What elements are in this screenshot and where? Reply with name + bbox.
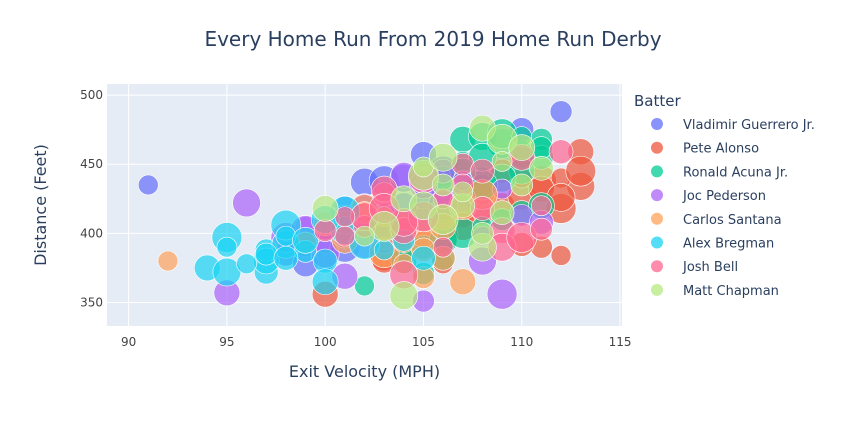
data-point[interactable]: [354, 275, 375, 297]
data-point[interactable]: [449, 268, 477, 296]
data-point[interactable]: [489, 200, 515, 225]
data-point[interactable]: [411, 245, 436, 271]
legend-marker[interactable]: [651, 165, 663, 178]
y-tick-label: 450: [80, 157, 103, 171]
data-point[interactable]: [373, 239, 395, 261]
data-point[interactable]: [471, 222, 494, 245]
legend-marker[interactable]: [651, 283, 663, 296]
legend-label[interactable]: Alex Bregman: [683, 237, 774, 252]
y-tick-label: 350: [80, 295, 103, 309]
data-point[interactable]: [232, 188, 261, 218]
x-tick-label: 115: [609, 335, 632, 349]
legend-label[interactable]: Joc Pederson: [682, 189, 766, 204]
x-tick-label: 110: [510, 335, 533, 349]
legend-label[interactable]: Vladimir Guerrero Jr.: [683, 118, 815, 133]
chart-title: Every Home Run From 2019 Home Run Derby: [204, 27, 661, 51]
data-point[interactable]: [311, 268, 339, 296]
data-point[interactable]: [157, 250, 179, 272]
legend-marker[interactable]: [651, 189, 663, 202]
x-axis-title: Exit Velocity (MPH): [289, 362, 440, 381]
data-point[interactable]: [292, 226, 319, 254]
legend-marker[interactable]: [651, 236, 663, 249]
tick-labels: 90 95 100 105 110 115 350 400 450 500: [80, 88, 631, 349]
data-point[interactable]: [510, 173, 534, 197]
x-tick-label: 100: [314, 335, 337, 349]
legend-title: Batter: [634, 92, 681, 110]
data-point[interactable]: [548, 139, 574, 165]
series-group: [311, 114, 554, 310]
legend-label[interactable]: Pete Alonso: [683, 142, 759, 157]
data-point[interactable]: [427, 204, 459, 235]
x-tick-label: 90: [121, 335, 136, 349]
data-point[interactable]: [354, 225, 375, 247]
legend-marker[interactable]: [651, 118, 663, 130]
legend-label[interactable]: Matt Chapman: [683, 284, 779, 299]
data-point[interactable]: [508, 134, 536, 161]
data-point[interactable]: [470, 158, 495, 184]
y-tick-label: 500: [80, 88, 103, 102]
data-point[interactable]: [216, 236, 238, 258]
data-point[interactable]: [531, 195, 552, 216]
x-tick-label: 95: [219, 335, 234, 349]
data-points: [137, 100, 597, 313]
data-point[interactable]: [530, 217, 553, 241]
data-point[interactable]: [273, 245, 299, 271]
data-point[interactable]: [389, 281, 419, 310]
legend-label[interactable]: Ronald Acuna Jr.: [683, 165, 788, 180]
data-point[interactable]: [236, 253, 257, 275]
data-point[interactable]: [491, 151, 513, 172]
data-point[interactable]: [432, 236, 454, 258]
data-point[interactable]: [311, 195, 339, 222]
data-point[interactable]: [549, 100, 573, 123]
data-point[interactable]: [565, 155, 597, 187]
data-point[interactable]: [486, 278, 518, 310]
legend-marker[interactable]: [651, 212, 663, 225]
x-tick-label: 105: [412, 335, 435, 349]
data-point[interactable]: [313, 219, 337, 242]
data-point[interactable]: [431, 173, 455, 197]
data-point[interactable]: [334, 225, 356, 247]
data-point[interactable]: [428, 142, 458, 172]
data-point[interactable]: [254, 242, 278, 266]
data-point[interactable]: [452, 181, 474, 203]
legend-label[interactable]: Josh Bell: [682, 260, 738, 275]
legend-label[interactable]: Carlos Santana: [683, 213, 782, 228]
legend-marker[interactable]: [651, 141, 663, 154]
y-axis-title: Distance (Feet): [31, 144, 50, 266]
data-point[interactable]: [368, 211, 400, 242]
legend-marker[interactable]: [651, 260, 663, 273]
y-tick-label: 400: [80, 226, 103, 240]
data-point[interactable]: [529, 156, 554, 181]
data-point[interactable]: [550, 245, 572, 266]
legend: Batter Vladimir Guerrero Jr. Pete Alonso R…: [634, 92, 815, 299]
data-point[interactable]: [137, 174, 159, 196]
